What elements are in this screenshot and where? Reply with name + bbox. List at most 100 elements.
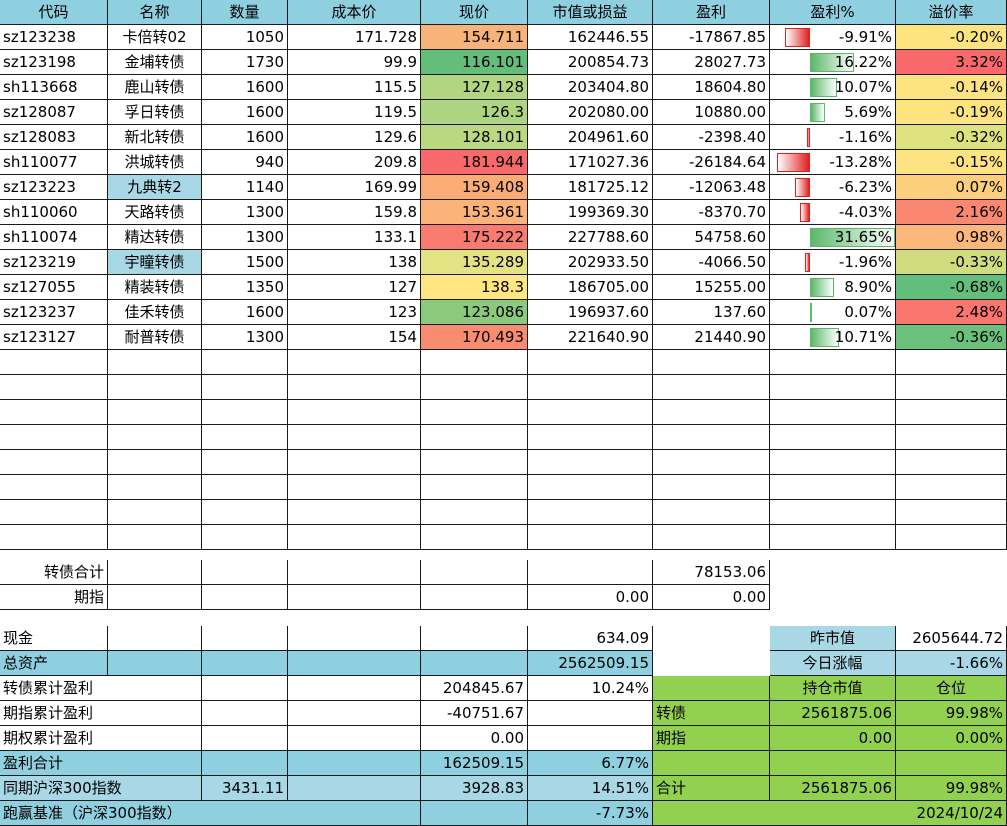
cell-code[interactable]: sz123198 bbox=[0, 50, 108, 75]
empty-cell[interactable] bbox=[202, 525, 288, 550]
column-header-3[interactable]: 成本价 bbox=[288, 0, 421, 25]
cell-cost[interactable]: 169.99 bbox=[288, 175, 421, 200]
column-header-8[interactable]: 溢价率 bbox=[896, 0, 1007, 25]
cell-name[interactable]: 卡倍转02 bbox=[108, 25, 202, 50]
cell-prem[interactable]: -0.19% bbox=[896, 100, 1007, 125]
empty-cell[interactable] bbox=[288, 375, 421, 400]
empty-cell[interactable] bbox=[108, 651, 202, 676]
cell-name[interactable]: 精达转债 bbox=[108, 225, 202, 250]
empty-cell[interactable] bbox=[108, 450, 202, 475]
cell-cost[interactable]: 209.8 bbox=[288, 150, 421, 175]
empty-cell[interactable] bbox=[202, 701, 288, 726]
empty-cell[interactable] bbox=[421, 400, 528, 425]
empty-cell[interactable] bbox=[421, 450, 528, 475]
cell-mv[interactable]: 227788.60 bbox=[528, 225, 653, 250]
cell-price[interactable]: 154.711 bbox=[421, 25, 528, 50]
empty-cell[interactable] bbox=[288, 751, 421, 776]
empty-cell[interactable] bbox=[653, 450, 770, 475]
empty-cell[interactable] bbox=[288, 350, 421, 375]
cell-pct[interactable]: 16.22% bbox=[770, 50, 896, 75]
fut-mv[interactable]: 0.00 bbox=[770, 726, 896, 751]
benchmark-pct[interactable]: -7.73% bbox=[528, 801, 653, 826]
empty-cell[interactable] bbox=[202, 585, 288, 610]
empty-cell[interactable] bbox=[108, 626, 202, 651]
empty-cell[interactable] bbox=[770, 500, 896, 525]
empty-cell[interactable] bbox=[528, 500, 653, 525]
empty-cell[interactable] bbox=[0, 525, 108, 550]
cell-profit[interactable]: 15255.00 bbox=[653, 275, 770, 300]
empty-cell[interactable] bbox=[896, 400, 1007, 425]
empty-cell[interactable] bbox=[653, 500, 770, 525]
cell-prem[interactable]: -0.14% bbox=[896, 75, 1007, 100]
cell-qty[interactable]: 940 bbox=[202, 150, 288, 175]
column-header-7[interactable]: 盈利% bbox=[770, 0, 896, 25]
empty-cell[interactable] bbox=[770, 350, 896, 375]
empty-cell[interactable] bbox=[288, 626, 421, 651]
cell-price[interactable]: 170.493 bbox=[421, 325, 528, 350]
cell-cost[interactable]: 154 bbox=[288, 325, 421, 350]
cell-profit[interactable]: 28027.73 bbox=[653, 50, 770, 75]
empty-cell[interactable] bbox=[288, 676, 421, 701]
cell-code[interactable]: sh110077 bbox=[0, 150, 108, 175]
empty-cell[interactable] bbox=[202, 626, 288, 651]
cell-price[interactable]: 128.101 bbox=[421, 125, 528, 150]
cell-cost[interactable]: 119.5 bbox=[288, 100, 421, 125]
cb-position[interactable]: 99.98% bbox=[896, 701, 1007, 726]
empty-cell[interactable] bbox=[202, 676, 288, 701]
cell-prem[interactable]: -0.20% bbox=[896, 25, 1007, 50]
empty-cell[interactable] bbox=[288, 400, 421, 425]
cell-pct[interactable]: -1.16% bbox=[770, 125, 896, 150]
empty-cell[interactable] bbox=[202, 350, 288, 375]
cell-qty[interactable]: 1600 bbox=[202, 300, 288, 325]
cash-value[interactable]: 634.09 bbox=[528, 626, 653, 651]
empty-cell[interactable] bbox=[202, 400, 288, 425]
column-header-1[interactable]: 名称 bbox=[108, 0, 202, 25]
empty-cell[interactable] bbox=[896, 375, 1007, 400]
cell-pct[interactable]: -9.91% bbox=[770, 25, 896, 50]
cell-price[interactable]: 126.3 bbox=[421, 100, 528, 125]
cell-code[interactable]: sz123237 bbox=[0, 300, 108, 325]
cell-pct[interactable]: -1.96% bbox=[770, 250, 896, 275]
empty-cell[interactable] bbox=[653, 425, 770, 450]
cell-qty[interactable]: 1300 bbox=[202, 200, 288, 225]
cell-mv[interactable]: 171027.36 bbox=[528, 150, 653, 175]
empty-cell[interactable] bbox=[202, 475, 288, 500]
empty-cell[interactable] bbox=[770, 425, 896, 450]
cell-price[interactable]: 116.101 bbox=[421, 50, 528, 75]
empty-cell[interactable] bbox=[421, 350, 528, 375]
column-header-6[interactable]: 盈利 bbox=[653, 0, 770, 25]
column-header-5[interactable]: 市值或损益 bbox=[528, 0, 653, 25]
empty-cell[interactable] bbox=[108, 350, 202, 375]
empty-cell[interactable] bbox=[288, 450, 421, 475]
cell-code[interactable]: sz123127 bbox=[0, 325, 108, 350]
cell-profit[interactable]: -26184.64 bbox=[653, 150, 770, 175]
cb-cum-pct[interactable]: 10.24% bbox=[528, 676, 653, 701]
cell-profit[interactable]: 21440.90 bbox=[653, 325, 770, 350]
cell-mv[interactable]: 203404.80 bbox=[528, 75, 653, 100]
empty-cell[interactable] bbox=[202, 450, 288, 475]
cell-profit[interactable]: -8370.70 bbox=[653, 200, 770, 225]
cb-cum-value[interactable]: 204845.67 bbox=[421, 676, 528, 701]
empty-cell[interactable] bbox=[896, 475, 1007, 500]
cell-cost[interactable]: 99.9 bbox=[288, 50, 421, 75]
empty-cell[interactable] bbox=[653, 475, 770, 500]
empty-cell[interactable] bbox=[528, 701, 653, 726]
empty-cell[interactable] bbox=[896, 525, 1007, 550]
empty-cell[interactable] bbox=[421, 375, 528, 400]
cell-name[interactable]: 鹿山转债 bbox=[108, 75, 202, 100]
empty-cell[interactable] bbox=[653, 400, 770, 425]
empty-cell[interactable] bbox=[0, 500, 108, 525]
prev-mv-value[interactable]: 2605644.72 bbox=[896, 626, 1007, 651]
cell-pct[interactable]: 0.07% bbox=[770, 300, 896, 325]
cell-mv[interactable]: 202080.00 bbox=[528, 100, 653, 125]
cell-prem[interactable]: 0.98% bbox=[896, 225, 1007, 250]
cell-prem[interactable]: -0.33% bbox=[896, 250, 1007, 275]
empty-cell[interactable] bbox=[288, 560, 421, 585]
hs300-pct[interactable]: 14.51% bbox=[528, 776, 653, 801]
empty-cell[interactable] bbox=[896, 500, 1007, 525]
empty-cell[interactable] bbox=[288, 701, 421, 726]
empty-cell[interactable] bbox=[108, 425, 202, 450]
empty-cell[interactable] bbox=[528, 726, 653, 751]
cell-code[interactable]: sz128083 bbox=[0, 125, 108, 150]
cell-profit[interactable]: -17867.85 bbox=[653, 25, 770, 50]
